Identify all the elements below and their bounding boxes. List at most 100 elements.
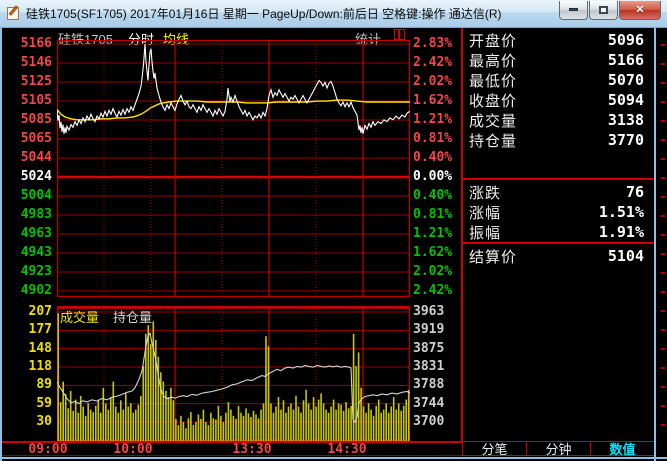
volume-bar <box>395 409 397 441</box>
volume-bar <box>312 397 315 441</box>
volume-bar <box>175 418 177 441</box>
tab-item[interactable]: 分钟 <box>527 441 591 457</box>
volume-bar <box>332 399 335 441</box>
pct-axis-label: 1.21% <box>413 226 453 241</box>
stat-row: 收盘价 5094 <box>463 90 654 110</box>
stat-value: 5166 <box>607 51 644 69</box>
restore-icon <box>599 5 608 14</box>
vol-axis-label: 59 <box>36 395 52 411</box>
volume-bar <box>335 409 337 441</box>
stat-row: 开盘价 5096 <box>463 30 654 50</box>
volume-bar <box>392 397 395 441</box>
volume-bar <box>190 412 192 441</box>
stat-label: 最低价 <box>469 72 518 90</box>
pct-axis-label: 2.02% <box>413 74 453 89</box>
volume-bar <box>182 422 185 441</box>
panel-divider <box>461 28 463 442</box>
minimize-icon <box>569 8 578 11</box>
price-axis-label: 4963 <box>20 226 52 241</box>
volume-bar <box>57 313 59 441</box>
volume-bar <box>59 402 62 441</box>
volume-bar <box>245 408 247 441</box>
minimize-button[interactable] <box>559 0 588 20</box>
oi-axis-label: 3875 <box>413 340 445 356</box>
divider-line <box>461 242 654 244</box>
volume-bar <box>407 389 410 441</box>
price-axis-label: 4923 <box>20 264 52 279</box>
stat-label: 收盘价 <box>469 92 518 110</box>
volume-bar <box>195 422 197 441</box>
volume-bar <box>92 412 94 441</box>
volume-bar <box>210 412 212 441</box>
price-line <box>57 43 410 134</box>
oi-axis-label: 3919 <box>413 322 445 338</box>
close-icon: ✕ <box>635 4 645 16</box>
stat-label: 开盘价 <box>469 32 518 50</box>
avg-line-toggle[interactable]: 均线 <box>163 32 190 47</box>
volume-bar <box>132 412 135 441</box>
price-chart[interactable] <box>57 40 410 297</box>
volume-bar <box>235 418 237 441</box>
volume-bar <box>89 409 92 441</box>
stat-value: 5104 <box>607 247 644 265</box>
volume-bar <box>402 405 405 441</box>
price-axis-label: 4902 <box>20 283 52 298</box>
volume-bar <box>355 366 357 441</box>
time-axis-separator <box>0 441 655 443</box>
volume-panel-header: 成交量 持仓量 <box>60 307 152 326</box>
tab-item[interactable]: 分笔 <box>462 441 527 457</box>
volume-bar <box>365 412 367 441</box>
volume-bar <box>240 412 242 441</box>
volume-bar <box>297 406 300 441</box>
volume-bar <box>147 325 150 441</box>
split-pane-icon[interactable] <box>394 29 405 40</box>
volume-bar <box>372 415 375 441</box>
volume-bar <box>115 406 117 441</box>
volume-label[interactable]: 成交量 <box>60 310 100 325</box>
stat-row: 最高价 5166 <box>463 50 654 70</box>
volume-bar <box>390 406 392 441</box>
volume-bar <box>220 415 222 441</box>
intraday-mode-label[interactable]: 分时 <box>128 32 155 47</box>
volume-bar <box>100 412 102 441</box>
volume-bar <box>112 381 115 441</box>
price-axis-label: 5105 <box>20 93 52 108</box>
volume-bar <box>375 405 377 441</box>
volume-bar <box>352 333 355 441</box>
volume-bar <box>167 397 170 441</box>
volume-bar <box>377 399 380 441</box>
volume-bar <box>172 400 175 441</box>
volume-bar <box>340 404 342 441</box>
price-axis-label: 5004 <box>20 188 52 203</box>
stat-row: 结算价 5104 <box>463 246 654 266</box>
volume-bar <box>77 412 79 441</box>
open-interest-label[interactable]: 持仓量 <box>113 310 153 325</box>
time-label: 09:00 <box>28 442 68 457</box>
stat-row: 涨跌 76 <box>463 182 654 202</box>
volume-bar <box>69 390 72 441</box>
volume-bar <box>370 409 372 441</box>
tab-active[interactable]: 数值 <box>591 441 655 457</box>
volume-bar <box>197 414 200 441</box>
title-bar[interactable]: 硅铁1705(SF1705) 2017年01月16日 星期一 PageUp/Do… <box>0 0 667 28</box>
volume-bar <box>152 321 155 441</box>
volume-bar <box>145 333 147 441</box>
volume-bar <box>337 403 340 441</box>
stat-label: 涨跌 <box>469 184 502 202</box>
stat-label: 涨幅 <box>469 204 502 222</box>
volume-bar <box>192 425 195 441</box>
volume-bar <box>102 387 105 441</box>
window-border-left <box>0 28 2 461</box>
volume-bar <box>160 372 162 441</box>
restore-button[interactable] <box>589 0 618 20</box>
time-label: 13:30 <box>232 442 272 457</box>
vol-axis-label: 89 <box>36 377 52 393</box>
volume-chart[interactable] <box>57 306 410 441</box>
volume-bar <box>330 406 332 441</box>
volume-bar <box>122 409 125 441</box>
stat-label: 结算价 <box>469 248 518 266</box>
stats-link[interactable]: 统计 <box>355 32 382 47</box>
volume-bar <box>345 402 347 441</box>
volume-bar <box>72 410 74 441</box>
close-button[interactable]: ✕ <box>619 0 661 20</box>
